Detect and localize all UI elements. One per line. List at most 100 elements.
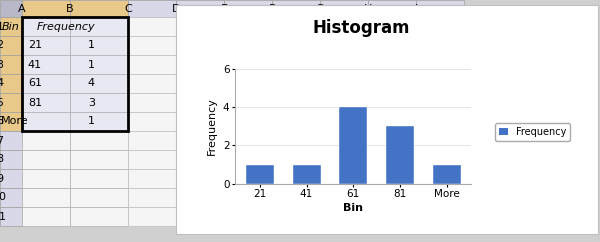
X-axis label: Bin: Bin	[343, 203, 363, 213]
Text: 61: 61	[28, 78, 42, 89]
Text: 11: 11	[0, 212, 7, 221]
Bar	[416, 112, 464, 131]
Bar	[70, 169, 128, 188]
Bar	[368, 74, 416, 93]
Bar	[70, 150, 128, 169]
Bar	[416, 131, 464, 150]
Bar	[368, 55, 416, 74]
Bar	[128, 93, 176, 112]
Bar	[416, 0, 464, 17]
Bar	[272, 93, 320, 112]
Bar	[22, 207, 70, 226]
Bar	[70, 36, 128, 55]
Bar	[224, 0, 272, 17]
Bar	[368, 131, 416, 150]
Text: 10: 10	[0, 192, 7, 203]
Text: B: B	[66, 3, 74, 14]
Bar	[224, 17, 272, 36]
Bar	[272, 207, 320, 226]
Bar	[320, 93, 368, 112]
Bar	[224, 93, 272, 112]
Bar	[320, 131, 368, 150]
Text: D: D	[172, 3, 180, 14]
Text: 3: 3	[88, 98, 95, 107]
Bar	[368, 150, 416, 169]
Bar	[0, 0, 22, 17]
Bar	[320, 17, 368, 36]
Bar	[224, 207, 272, 226]
Bar	[368, 0, 416, 17]
Bar	[368, 36, 416, 55]
Bar	[272, 131, 320, 150]
Bar	[416, 93, 464, 112]
Bar	[416, 74, 464, 93]
Bar	[320, 150, 368, 169]
Bar	[70, 207, 128, 226]
Bar	[320, 188, 368, 207]
Bar	[128, 150, 176, 169]
Bar	[320, 169, 368, 188]
Bar	[368, 207, 416, 226]
Bar	[433, 165, 461, 184]
Bar	[416, 55, 464, 74]
Bar	[272, 188, 320, 207]
Bar	[22, 169, 70, 188]
Text: More: More	[1, 116, 29, 127]
Bar	[176, 169, 224, 188]
Bar	[22, 188, 70, 207]
Bar	[416, 169, 464, 188]
Bar	[224, 36, 272, 55]
Text: 9: 9	[0, 174, 4, 183]
Bar	[272, 0, 320, 17]
Text: 5: 5	[0, 98, 4, 107]
Bar	[368, 93, 416, 112]
Bar	[272, 17, 320, 36]
Bar	[416, 207, 464, 226]
Bar	[128, 131, 176, 150]
Bar	[70, 74, 128, 93]
Bar	[128, 169, 176, 188]
Text: G: G	[316, 3, 325, 14]
Bar	[176, 131, 224, 150]
Text: H: H	[364, 3, 372, 14]
Text: Bin: Bin	[2, 22, 20, 31]
Bar	[320, 55, 368, 74]
Bar	[0, 207, 22, 226]
Bar	[224, 169, 272, 188]
Text: F: F	[269, 3, 275, 14]
Bar	[176, 74, 224, 93]
Text: 2: 2	[0, 40, 4, 51]
Bar	[0, 150, 22, 169]
Bar	[70, 112, 128, 131]
Bar	[0, 74, 22, 93]
Bar	[70, 0, 128, 17]
Text: 6: 6	[0, 116, 4, 127]
Bar	[176, 55, 224, 74]
Bar	[70, 93, 128, 112]
Bar	[176, 17, 224, 36]
Bar	[224, 55, 272, 74]
Bar	[320, 112, 368, 131]
Text: 4: 4	[0, 78, 4, 89]
Bar	[339, 107, 367, 184]
Text: 8: 8	[0, 154, 4, 165]
Text: 3: 3	[0, 60, 4, 69]
Bar	[128, 17, 176, 36]
Bar	[22, 112, 70, 131]
Bar	[176, 207, 224, 226]
Bar	[22, 0, 70, 17]
Bar	[272, 112, 320, 131]
Bar	[272, 55, 320, 74]
Bar	[293, 165, 320, 184]
Text: A: A	[18, 3, 26, 14]
Text: Histogram: Histogram	[313, 19, 410, 37]
Text: 1: 1	[0, 22, 4, 31]
Bar	[176, 150, 224, 169]
Bar	[22, 93, 70, 112]
Bar	[224, 112, 272, 131]
Bar	[22, 131, 70, 150]
Bar	[0, 188, 22, 207]
Bar	[70, 131, 128, 150]
Text: 21: 21	[28, 40, 42, 51]
Bar	[0, 169, 22, 188]
